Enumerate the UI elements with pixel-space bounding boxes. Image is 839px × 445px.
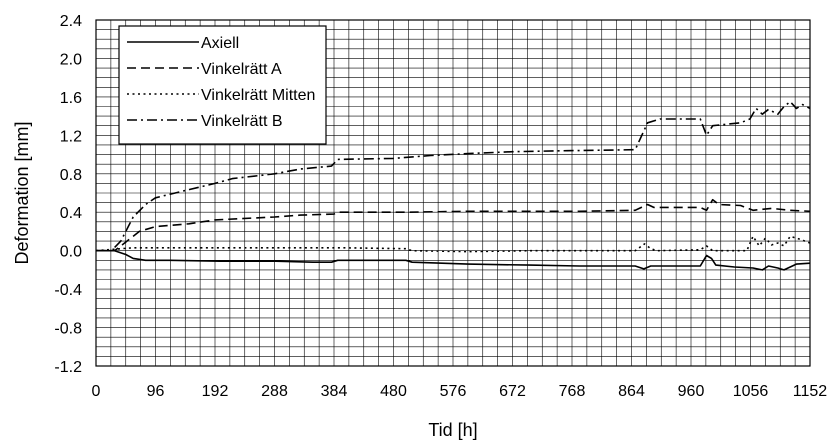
x-tick-label: 1152 bbox=[793, 383, 828, 400]
x-tick-label: 576 bbox=[440, 383, 467, 400]
y-axis-title: Deformation [mm] bbox=[12, 121, 32, 264]
series-line-axiell bbox=[96, 249, 811, 271]
series-line-vinkelr-tt-b bbox=[96, 100, 811, 252]
y-tick-label: 0.4 bbox=[60, 205, 82, 222]
y-axis-tick-labels: -1.2 -0.8 -0.4 0.0 0.4 0.8 1.2 1.6 2.0 2.4 bbox=[54, 13, 82, 376]
x-tick-label: 480 bbox=[380, 383, 407, 400]
x-tick-label: 384 bbox=[321, 383, 348, 400]
y-tick-label: -1.2 bbox=[54, 359, 82, 376]
legend-box bbox=[118, 25, 327, 145]
x-tick-label: 0 bbox=[92, 383, 101, 400]
plot-frame bbox=[95, 19, 811, 367]
y-tick-label: 2.4 bbox=[60, 13, 82, 30]
legend-label: Vinkelrätt A bbox=[201, 61, 282, 78]
legend-label: Vinkelrätt Mitten bbox=[201, 87, 315, 104]
x-tick-label: 288 bbox=[261, 383, 288, 400]
y-tick-label: -0.8 bbox=[54, 321, 82, 338]
legend: Axiell Vinkelrätt A Vinkelrätt Mitten Vinke… bbox=[118, 25, 327, 145]
x-tick-label: 768 bbox=[559, 383, 586, 400]
y-tick-label: 1.6 bbox=[60, 90, 82, 107]
y-tick-label: 0.8 bbox=[60, 167, 82, 184]
y-tick-label: -0.4 bbox=[54, 282, 82, 299]
y-tick-label: 2.0 bbox=[60, 51, 82, 68]
x-axis-tick-labels: 0 96 192 288 384 480 576 672 768 864 960 1056 1152 bbox=[92, 383, 828, 400]
y-tick-label: 0.0 bbox=[60, 244, 82, 261]
series-line-vinkelr-tt-a bbox=[96, 198, 811, 252]
x-axis-title: Tid [h] bbox=[428, 420, 477, 440]
y-tick-label: 1.2 bbox=[60, 128, 82, 145]
x-tick-label: 864 bbox=[618, 383, 645, 400]
x-tick-label: 672 bbox=[499, 383, 526, 400]
legend-label: Axiell bbox=[201, 35, 239, 52]
x-tick-label: 1056 bbox=[733, 383, 769, 400]
series-layer bbox=[95, 100, 811, 271]
x-tick-label: 192 bbox=[202, 383, 229, 400]
x-tick-label: 960 bbox=[678, 383, 705, 400]
x-tick-label: 96 bbox=[147, 383, 165, 400]
legend-label: Vinkelrätt B bbox=[201, 113, 283, 130]
